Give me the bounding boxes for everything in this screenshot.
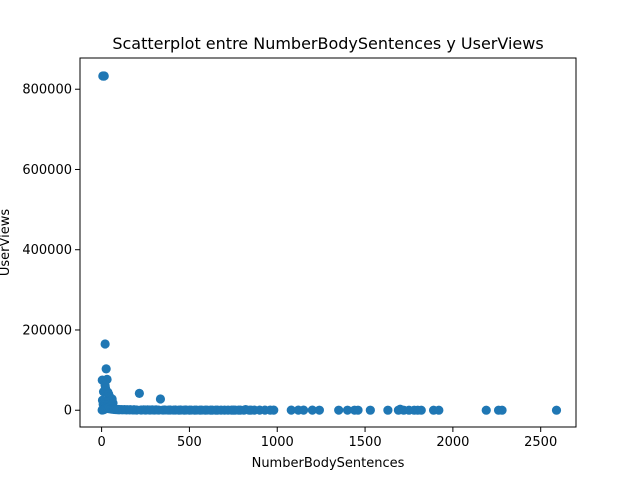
data-point bbox=[100, 339, 110, 349]
data-point bbox=[101, 364, 111, 374]
ticks-layer: 0 500 1000 1500 2000 2500 0 200000 400000 600000 8… bbox=[22, 83, 557, 450]
data-point bbox=[298, 405, 309, 415]
y-tick-label: 0 bbox=[64, 404, 72, 419]
data-point bbox=[269, 405, 279, 415]
x-tick-label: 1500 bbox=[349, 435, 382, 450]
data-point bbox=[383, 405, 393, 415]
plot-frame bbox=[79, 57, 577, 428]
x-tick-label: 0 bbox=[97, 435, 105, 450]
x-tick-label: 2500 bbox=[524, 435, 557, 450]
data-point bbox=[99, 71, 109, 81]
data-point bbox=[342, 405, 353, 415]
data-point bbox=[134, 388, 144, 398]
data-point bbox=[334, 405, 344, 415]
y-tick-label: 800000 bbox=[22, 83, 72, 98]
data-point bbox=[365, 405, 375, 415]
y-tick-label: 600000 bbox=[22, 163, 72, 178]
x-tick-label: 1000 bbox=[261, 435, 294, 450]
data-point bbox=[314, 405, 324, 415]
data-point bbox=[497, 405, 507, 415]
data-point bbox=[244, 405, 254, 415]
points-layer bbox=[97, 71, 562, 415]
x-tick-label: 2000 bbox=[436, 435, 469, 450]
data-point bbox=[155, 394, 166, 404]
y-tick-label: 200000 bbox=[22, 323, 72, 338]
y-tick-label: 400000 bbox=[22, 243, 72, 258]
data-point bbox=[416, 405, 426, 415]
data-point bbox=[353, 405, 363, 415]
data-point bbox=[286, 405, 296, 415]
data-point bbox=[307, 405, 317, 415]
x-tick-label: 500 bbox=[177, 435, 202, 450]
data-point bbox=[481, 405, 491, 415]
y-axis-label: UserViews bbox=[0, 209, 13, 276]
x-axis-label: NumberBodySentences bbox=[252, 456, 405, 471]
data-point bbox=[434, 405, 444, 415]
chart-title: Scatterplot entre NumberBodySentences y … bbox=[112, 34, 543, 53]
data-point bbox=[216, 405, 226, 415]
data-point bbox=[551, 405, 562, 415]
